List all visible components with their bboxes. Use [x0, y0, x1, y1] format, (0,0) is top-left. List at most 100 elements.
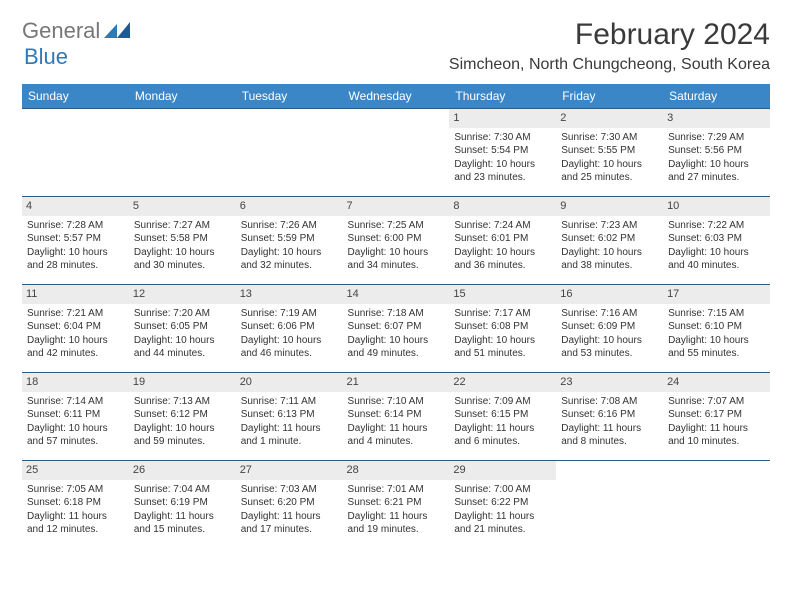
- sunrise-text: Sunrise: 7:01 AM: [348, 483, 445, 497]
- sunset-text: Sunset: 6:05 PM: [134, 320, 231, 334]
- month-title: February 2024: [449, 18, 770, 52]
- sunrise-text: Sunrise: 7:25 AM: [348, 219, 445, 233]
- day-number: 4: [22, 197, 129, 216]
- daylight-text: Daylight: 11 hours: [27, 510, 124, 524]
- day-number: 20: [236, 373, 343, 392]
- daylight-text: and 59 minutes.: [134, 435, 231, 449]
- calendar-body: 1Sunrise: 7:30 AMSunset: 5:54 PMDaylight…: [22, 109, 770, 549]
- daylight-text: and 19 minutes.: [348, 523, 445, 537]
- sunrise-text: Sunrise: 7:18 AM: [348, 307, 445, 321]
- daylight-text: Daylight: 10 hours: [348, 334, 445, 348]
- daylight-text: Daylight: 10 hours: [561, 246, 658, 260]
- day-number: 3: [663, 109, 770, 128]
- sunrise-text: Sunrise: 7:16 AM: [561, 307, 658, 321]
- day-header: Monday: [129, 84, 236, 109]
- day-number: 7: [343, 197, 450, 216]
- daylight-text: and 6 minutes.: [454, 435, 551, 449]
- daylight-text: Daylight: 11 hours: [348, 510, 445, 524]
- day-number: 24: [663, 373, 770, 392]
- daylight-text: and 12 minutes.: [27, 523, 124, 537]
- sunrise-text: Sunrise: 7:09 AM: [454, 395, 551, 409]
- day-number: 8: [449, 197, 556, 216]
- sunset-text: Sunset: 6:01 PM: [454, 232, 551, 246]
- daylight-text: and 4 minutes.: [348, 435, 445, 449]
- day-number: 28: [343, 461, 450, 480]
- day-number: 23: [556, 373, 663, 392]
- sunrise-text: Sunrise: 7:30 AM: [561, 131, 658, 145]
- calendar-day-cell: 18Sunrise: 7:14 AMSunset: 6:11 PMDayligh…: [22, 373, 129, 461]
- calendar-day-cell: 5Sunrise: 7:27 AMSunset: 5:58 PMDaylight…: [129, 197, 236, 285]
- daylight-text: Daylight: 10 hours: [134, 422, 231, 436]
- daylight-text: Daylight: 10 hours: [668, 334, 765, 348]
- sunset-text: Sunset: 6:14 PM: [348, 408, 445, 422]
- sunset-text: Sunset: 6:02 PM: [561, 232, 658, 246]
- calendar-day-cell: 26Sunrise: 7:04 AMSunset: 6:19 PMDayligh…: [129, 461, 236, 549]
- day-number: 25: [22, 461, 129, 480]
- logo-blue-wrap: Blue: [22, 44, 68, 70]
- sunset-text: Sunset: 6:20 PM: [241, 496, 338, 510]
- sunset-text: Sunset: 6:08 PM: [454, 320, 551, 334]
- sunset-text: Sunset: 6:07 PM: [348, 320, 445, 334]
- day-header: Wednesday: [343, 84, 450, 109]
- daylight-text: and 30 minutes.: [134, 259, 231, 273]
- daylight-text: and 34 minutes.: [348, 259, 445, 273]
- daylight-text: and 36 minutes.: [454, 259, 551, 273]
- calendar-day-cell: [343, 109, 450, 197]
- daylight-text: Daylight: 10 hours: [27, 334, 124, 348]
- calendar-day-cell: 13Sunrise: 7:19 AMSunset: 6:06 PMDayligh…: [236, 285, 343, 373]
- calendar-day-cell: 14 Sunrise: 7:18 AMSunset: 6:07 PMDayligh…: [343, 285, 450, 373]
- calendar-day-cell: 19Sunrise: 7:13 AMSunset: 6:12 PMDayligh…: [129, 373, 236, 461]
- daylight-text: and 25 minutes.: [561, 171, 658, 185]
- sunrise-text: Sunrise: 7:14 AM: [27, 395, 124, 409]
- sunrise-text: Sunrise: 7:20 AM: [134, 307, 231, 321]
- sunrise-text: Sunrise: 7:27 AM: [134, 219, 231, 233]
- sunrise-text: Sunrise: 7:05 AM: [27, 483, 124, 497]
- sunset-text: Sunset: 6:13 PM: [241, 408, 338, 422]
- daylight-text: Daylight: 10 hours: [454, 246, 551, 260]
- daylight-text: and 32 minutes.: [241, 259, 338, 273]
- sunset-text: Sunset: 6:18 PM: [27, 496, 124, 510]
- sunrise-text: Sunrise: 7:08 AM: [561, 395, 658, 409]
- daylight-text: and 17 minutes.: [241, 523, 338, 537]
- calendar-week-row: 1Sunrise: 7:30 AMSunset: 5:54 PMDaylight…: [22, 109, 770, 197]
- day-of-week-header-row: SundayMondayTuesdayWednesdayThursdayFrid…: [22, 84, 770, 109]
- calendar-day-cell: 17Sunrise: 7:15 AMSunset: 6:10 PMDayligh…: [663, 285, 770, 373]
- day-number: 21: [343, 373, 450, 392]
- sunset-text: Sunset: 6:17 PM: [668, 408, 765, 422]
- sunrise-text: Sunrise: 7:00 AM: [454, 483, 551, 497]
- sunset-text: Sunset: 6:00 PM: [348, 232, 445, 246]
- calendar-day-cell: 25 Sunrise: 7:05 AMSunset: 6:18 PMDayligh…: [22, 461, 129, 549]
- daylight-text: Daylight: 10 hours: [134, 246, 231, 260]
- calendar-day-cell: [22, 109, 129, 197]
- sunset-text: Sunset: 6:12 PM: [134, 408, 231, 422]
- sunrise-text: Sunrise: 7:17 AM: [454, 307, 551, 321]
- logo: General: [22, 18, 130, 44]
- location-subtitle: Simcheon, North Chungcheong, South Korea: [449, 56, 770, 74]
- logo-text-general: General: [22, 18, 100, 44]
- day-number: 14: [343, 285, 450, 304]
- daylight-text: Daylight: 11 hours: [348, 422, 445, 436]
- logo-text-blue: Blue: [24, 44, 68, 69]
- sunset-text: Sunset: 5:54 PM: [454, 144, 551, 158]
- day-number: 19: [129, 373, 236, 392]
- sunset-text: Sunset: 6:11 PM: [27, 408, 124, 422]
- sunset-text: Sunset: 5:56 PM: [668, 144, 765, 158]
- daylight-text: Daylight: 11 hours: [668, 422, 765, 436]
- sunset-text: Sunset: 6:10 PM: [668, 320, 765, 334]
- daylight-text: and 57 minutes.: [27, 435, 124, 449]
- daylight-text: Daylight: 11 hours: [454, 422, 551, 436]
- day-number: 29: [449, 461, 556, 480]
- daylight-text: Daylight: 10 hours: [27, 246, 124, 260]
- daylight-text: and 51 minutes.: [454, 347, 551, 361]
- day-header: Friday: [556, 84, 663, 109]
- calendar-day-cell: 8Sunrise: 7:24 AMSunset: 6:01 PMDaylight…: [449, 197, 556, 285]
- daylight-text: and 10 minutes.: [668, 435, 765, 449]
- sunset-text: Sunset: 6:04 PM: [27, 320, 124, 334]
- daylight-text: Daylight: 11 hours: [241, 422, 338, 436]
- day-number: 9: [556, 197, 663, 216]
- calendar-day-cell: 21Sunrise: 7:10 AMSunset: 6:14 PMDayligh…: [343, 373, 450, 461]
- sunrise-text: Sunrise: 7:19 AM: [241, 307, 338, 321]
- calendar-day-cell: [556, 461, 663, 549]
- daylight-text: and 38 minutes.: [561, 259, 658, 273]
- daylight-text: Daylight: 10 hours: [241, 246, 338, 260]
